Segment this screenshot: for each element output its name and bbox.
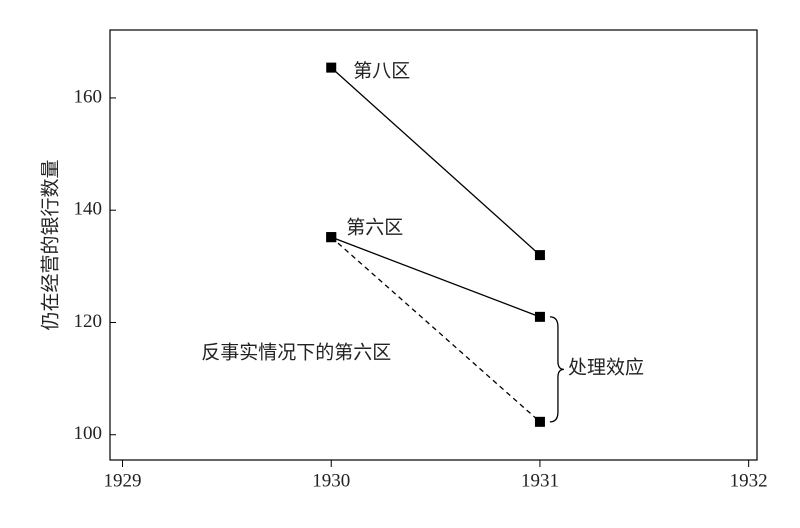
series-line [330, 67, 541, 256]
y-tick-label: 140 [74, 199, 103, 220]
marker [534, 250, 545, 261]
series-line [330, 236, 541, 423]
marker [534, 416, 545, 427]
y-tick-label: 100 [74, 423, 103, 444]
plot-frame [109, 29, 758, 461]
marker [326, 232, 337, 243]
x-tick-label: 1931 [521, 470, 559, 491]
marker [534, 311, 545, 322]
y-axis-label: 仍在经营的银行数量 [39, 159, 61, 330]
annotation: 处理效应 [568, 357, 644, 379]
series-label: 第八区 [353, 60, 410, 82]
x-tick-label: 1930 [312, 470, 350, 491]
y-tick-label: 160 [74, 86, 103, 107]
marker [326, 62, 337, 73]
x-tick-label: 1932 [730, 470, 768, 491]
y-tick-label: 120 [74, 311, 103, 332]
brace [549, 316, 564, 423]
series-label: 第六区 [346, 217, 403, 239]
series-label: 反事实情况下的第六区 [201, 342, 391, 364]
x-tick-label: 1929 [104, 470, 142, 491]
series-line [331, 236, 541, 318]
